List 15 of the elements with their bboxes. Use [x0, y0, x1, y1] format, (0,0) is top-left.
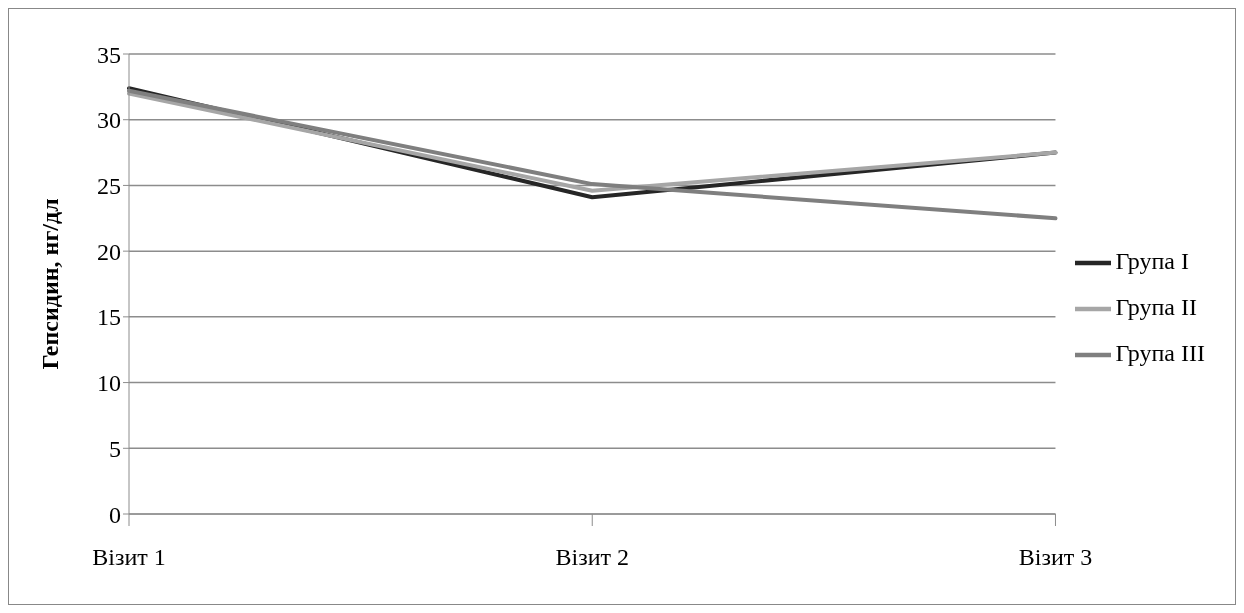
- legend-label: Група II: [1115, 293, 1197, 320]
- y-axis-title: Гепсидин, нг/дл: [36, 198, 63, 370]
- x-tick-label: Візит 1: [92, 544, 166, 571]
- legend-label: Група III: [1115, 339, 1205, 366]
- y-tick-label: 25: [97, 172, 121, 199]
- y-tick-label: 5: [109, 435, 121, 462]
- y-tick-label: 0: [109, 501, 121, 528]
- y-tick-label: 35: [97, 41, 121, 68]
- y-tick-label: 30: [97, 107, 121, 134]
- y-tick-label: 10: [97, 370, 121, 397]
- y-tick-label: 20: [97, 238, 121, 265]
- y-tick-label: 15: [97, 304, 121, 331]
- x-tick-label: Візит 2: [555, 544, 629, 571]
- legend-label: Група I: [1115, 247, 1190, 274]
- x-tick-label: Візит 3: [1018, 544, 1093, 571]
